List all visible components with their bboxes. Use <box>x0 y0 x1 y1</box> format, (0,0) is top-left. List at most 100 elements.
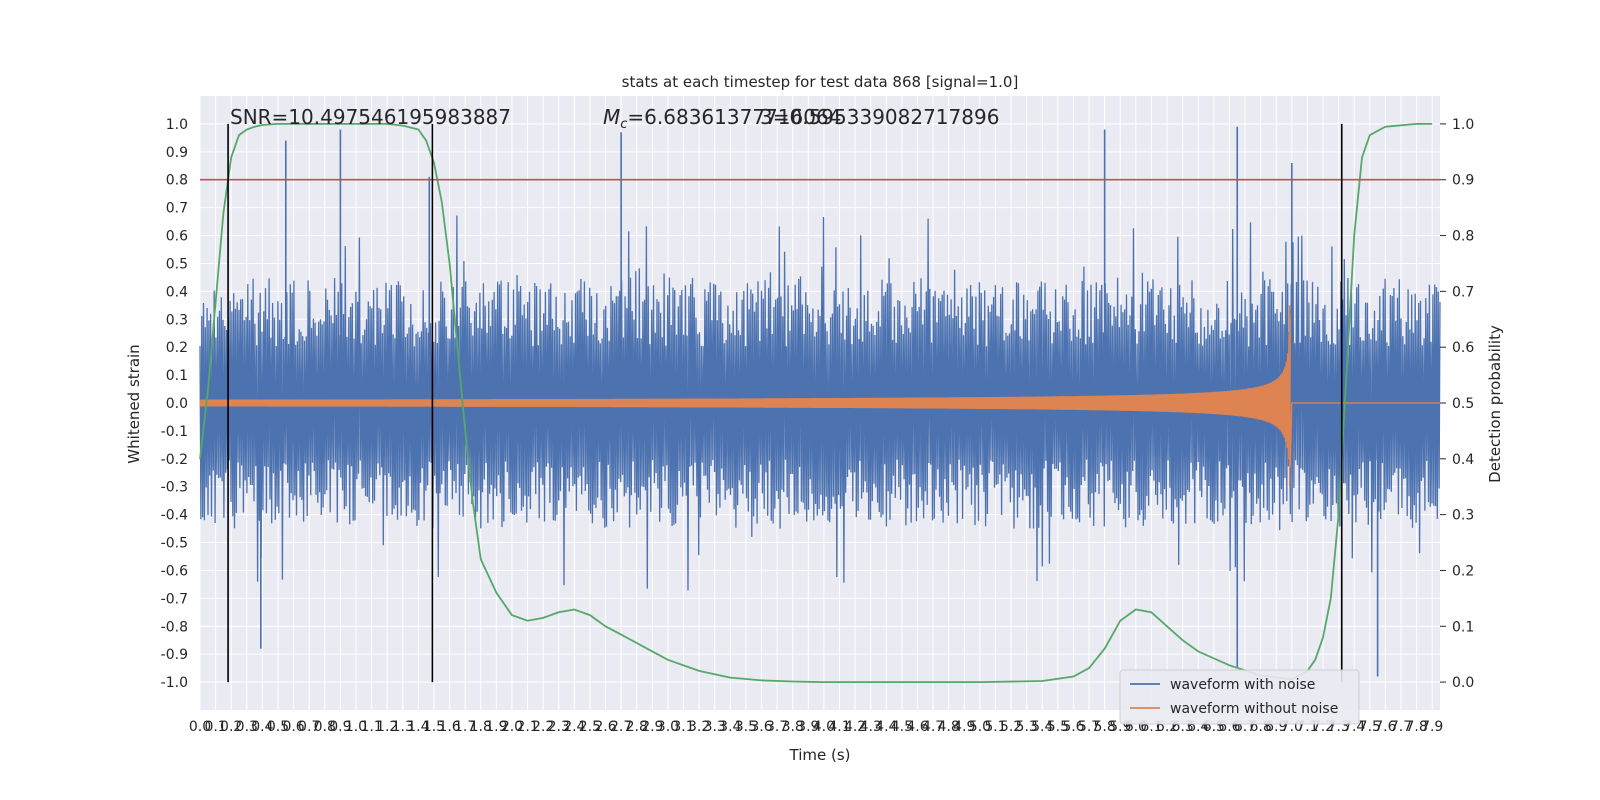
x-tick-label: 7.9 <box>1421 719 1443 735</box>
y-tick-label: -0.1 <box>161 424 188 440</box>
x-tick-label: 3.5 <box>735 719 757 735</box>
legend-label-clean: waveform without noise <box>1170 701 1338 717</box>
x-tick-label: 3.9 <box>797 719 819 735</box>
y-tick-label: 0.2 <box>166 340 188 356</box>
x-tick-label: 3.1 <box>672 719 694 735</box>
y-tick-label: 0.8 <box>166 173 188 189</box>
mc-value: =6.68361377716064 <box>627 105 841 129</box>
y-tick-label: 0.3 <box>166 312 188 328</box>
x-tick-label: 0.7 <box>298 719 320 735</box>
y-axis-label: Whitened strain <box>125 344 143 463</box>
y2-tick-label: 0.8 <box>1452 229 1474 245</box>
x-tick-label: 4.2 <box>844 719 866 735</box>
x-tick-label: 0.1 <box>204 719 226 735</box>
x-tick-label: 5.2 <box>1000 719 1022 735</box>
y-tick-label: 0.9 <box>166 145 188 161</box>
x-tick-label: 7.8 <box>1405 719 1427 735</box>
y2-axis-label: Detection probability <box>1486 325 1504 483</box>
x-tick-label: 1.7 <box>454 719 476 735</box>
y2-tick-label: 0.0 <box>1452 675 1474 691</box>
x-tick-label: 0.4 <box>251 719 273 735</box>
x-axis-ticks: 0.00.10.20.30.40.50.60.70.80.91.01.11.21… <box>189 719 1443 735</box>
y2-tick-label: 0.2 <box>1452 563 1474 579</box>
x-tick-label: 1.5 <box>423 719 445 735</box>
legend: waveform with noise waveform without noi… <box>1119 669 1360 725</box>
x-tick-label: 2.4 <box>563 719 585 735</box>
y-tick-label: 0.0 <box>166 396 188 412</box>
y2-tick-label: 0.1 <box>1452 619 1474 635</box>
y-tick-label: -0.4 <box>161 508 188 524</box>
x-tick-label: 2.0 <box>501 719 523 735</box>
x-tick-label: 2.1 <box>516 719 538 735</box>
x-tick-label: 0.3 <box>236 719 258 735</box>
legend-box <box>1119 669 1360 725</box>
x-tick-label: 2.9 <box>641 719 663 735</box>
x-tick-label: 3.2 <box>688 719 710 735</box>
y-tick-label: -0.7 <box>161 591 188 607</box>
x-tick-label: 0.8 <box>314 719 336 735</box>
x-tick-label: 3.3 <box>704 719 726 735</box>
y2-axis-ticks: 0.0 0.1 0.2 0.3 0.4 0.5 0.6 0.7 0.8 0.9 1.0 <box>1440 117 1474 691</box>
x-tick-label: 7.5 <box>1359 719 1381 735</box>
y-axis-ticks: -1.0 -0.9 -0.8 -0.7 -0.6 -0.5 -0.4 -0.3 -0.2 -0.1… <box>161 117 188 691</box>
chart-title: stats at each timestep for test data 868… <box>622 73 1019 91</box>
mc-subscript: c <box>620 117 627 132</box>
x-tick-label: 5.6 <box>1062 719 1084 735</box>
x-tick-label: 2.3 <box>548 719 570 735</box>
x-tick-label: 5.1 <box>984 719 1006 735</box>
y2-tick-label: 0.9 <box>1452 173 1474 189</box>
mc-symbol: M <box>603 105 620 129</box>
series-waveform-without-noise <box>199 305 1440 487</box>
y-tick-label: 0.1 <box>166 368 188 384</box>
snr-annotation: SNR=10.497546195983887 <box>230 105 511 129</box>
y-tick-label: -0.9 <box>161 647 188 663</box>
y2-tick-label: 0.6 <box>1452 340 1474 356</box>
x-tick-label: 1.9 <box>485 719 507 735</box>
y-tick-label: 0.6 <box>166 229 188 245</box>
y-tick-label: -1.0 <box>161 675 188 691</box>
x-tick-label: 2.7 <box>610 719 632 735</box>
x-tick-label: 1.6 <box>438 719 460 735</box>
y2-tick-label: 0.5 <box>1452 396 1474 412</box>
x-tick-label: 4.0 <box>813 719 835 735</box>
x-tick-label: 4.4 <box>875 719 897 735</box>
x-tick-label: 0.2 <box>220 719 242 735</box>
x-tick-label: 3.4 <box>719 719 741 735</box>
x-tick-label: 5.5 <box>1047 719 1069 735</box>
x-tick-label: 1.8 <box>470 719 492 735</box>
x-tick-label: 2.6 <box>594 719 616 735</box>
y-tick-label: -0.5 <box>161 536 188 552</box>
x-tick-label: 5.8 <box>1094 719 1116 735</box>
y2-tick-label: 1.0 <box>1452 117 1474 133</box>
x-tick-label: 1.4 <box>407 719 429 735</box>
y-tick-label: 0.4 <box>166 284 188 300</box>
x-tick-label: 2.8 <box>626 719 648 735</box>
overlap-annotation: 3=0.595339082717896 <box>760 105 999 129</box>
x-tick-label: 5.7 <box>1078 719 1100 735</box>
x-tick-label: 3.0 <box>657 719 679 735</box>
x-tick-label: 4.3 <box>860 719 882 735</box>
x-axis-label: Time (s) <box>789 746 851 764</box>
y-tick-label: -0.6 <box>161 563 188 579</box>
y-tick-label: 1.0 <box>166 117 188 133</box>
x-tick-label: 5.4 <box>1031 719 1053 735</box>
event-markers <box>200 123 1440 683</box>
x-tick-label: 4.6 <box>906 719 928 735</box>
x-tick-label: 0.6 <box>282 719 304 735</box>
x-tick-label: 5.0 <box>969 719 991 735</box>
x-tick-label: 4.9 <box>953 719 975 735</box>
x-tick-label: 2.5 <box>579 719 601 735</box>
x-tick-label: 3.6 <box>750 719 772 735</box>
y2-tick-label: 0.3 <box>1452 508 1474 524</box>
x-tick-label: 1.0 <box>345 719 367 735</box>
y-tick-label: 0.5 <box>166 256 188 272</box>
x-tick-label: 3.8 <box>782 719 804 735</box>
x-tick-label: 1.1 <box>360 719 382 735</box>
x-tick-label: 0.5 <box>267 719 289 735</box>
x-tick-label: 1.3 <box>392 719 414 735</box>
x-tick-label: 0.9 <box>329 719 351 735</box>
y-tick-label: -0.8 <box>161 619 188 635</box>
x-tick-label: 4.7 <box>922 719 944 735</box>
x-tick-label: 1.2 <box>376 719 398 735</box>
